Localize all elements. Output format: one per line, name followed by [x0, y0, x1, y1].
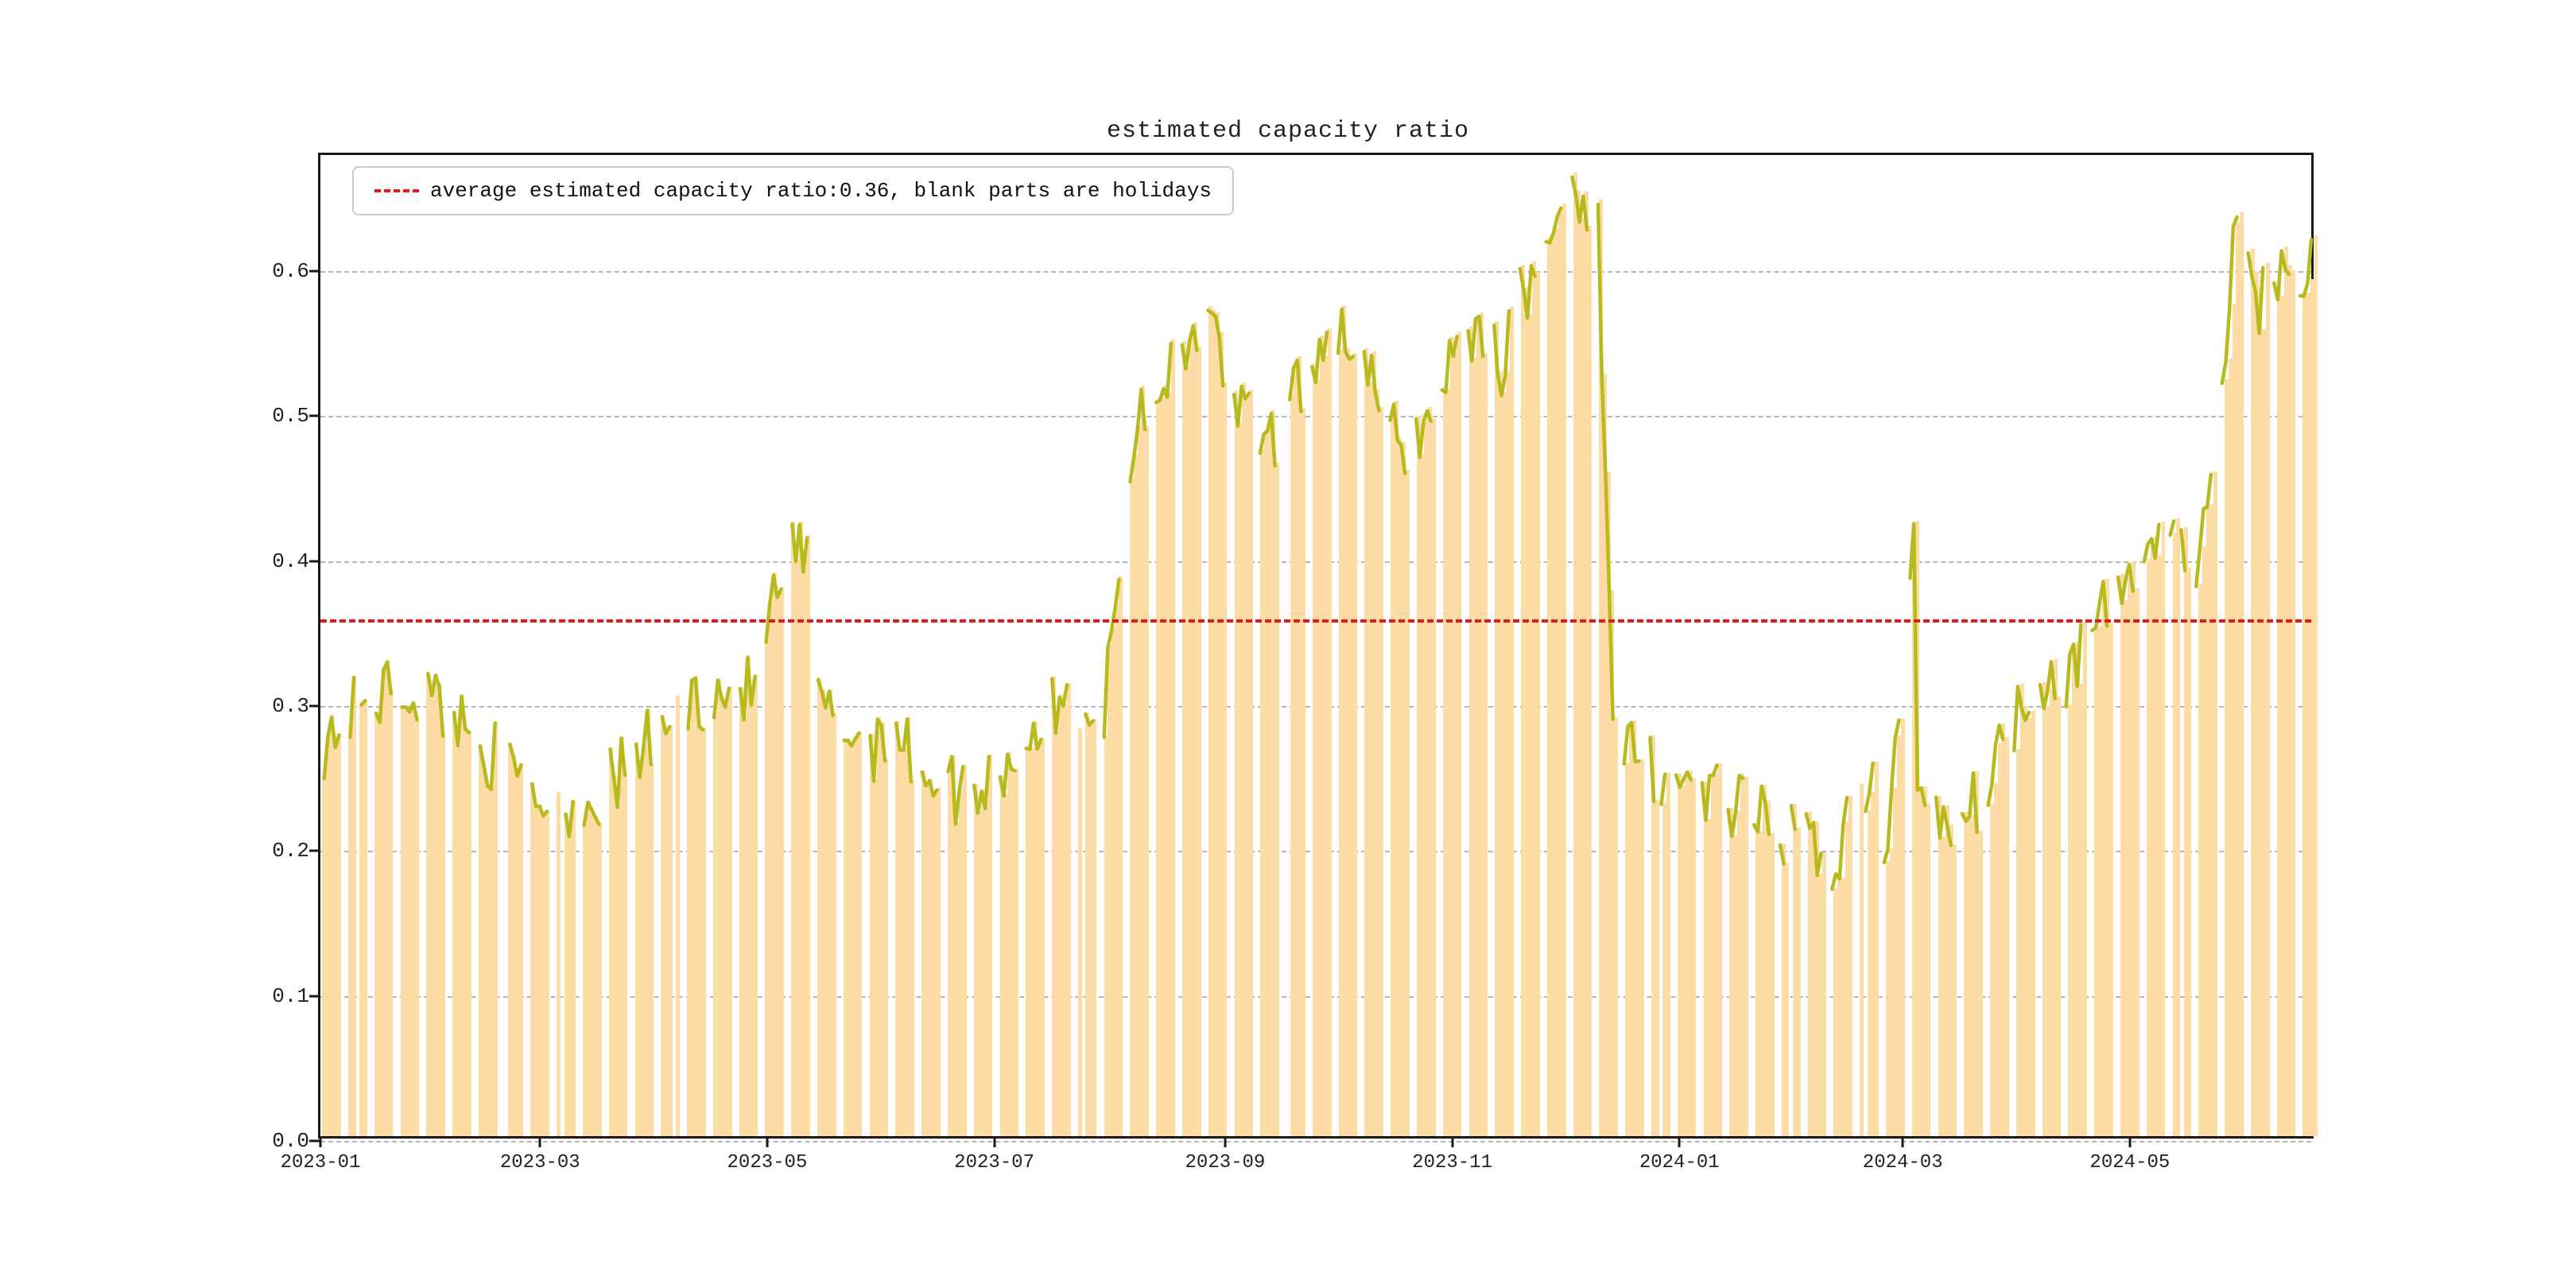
x-tick-mark	[993, 1136, 995, 1147]
x-tick-mark	[1678, 1136, 1681, 1147]
y-tick-mark	[309, 850, 320, 852]
x-tick-mark	[539, 1136, 541, 1147]
y-tick-mark	[309, 995, 320, 997]
x-tick-label: 2023-09	[1185, 1152, 1266, 1174]
capacity-ratio-line	[320, 155, 2311, 1136]
capacity-bar	[2314, 235, 2318, 1136]
y-tick-mark	[309, 415, 320, 417]
y-tick-label: 0.4	[272, 549, 309, 573]
x-tick-label: 2023-03	[500, 1152, 580, 1174]
x-tick-label: 2023-05	[727, 1152, 808, 1174]
x-tick-label: 2023-11	[1412, 1152, 1492, 1174]
y-tick-label: 0.6	[272, 259, 309, 283]
x-tick-mark	[1451, 1136, 1453, 1147]
chart-container: estimated capacity ratio average estimat…	[0, 0, 2576, 1288]
y-tick-label: 0.5	[272, 404, 309, 428]
x-tick-label: 2023-01	[281, 1152, 361, 1174]
plot-area: average estimated capacity ratio:0.36, b…	[318, 153, 2314, 1139]
x-tick-label: 2024-01	[1639, 1152, 1720, 1174]
y-tick-label: 0.1	[272, 984, 309, 1008]
x-tick-mark	[1224, 1136, 1226, 1147]
y-tick-mark	[309, 560, 320, 562]
x-tick-mark	[320, 1136, 322, 1147]
x-tick-mark	[766, 1136, 768, 1147]
y-gridline	[320, 1141, 2311, 1143]
chart-title: estimated capacity ratio	[0, 118, 2576, 145]
x-tick-mark	[1902, 1136, 1904, 1147]
x-tick-label: 2024-05	[2089, 1152, 2170, 1174]
y-tick-mark	[309, 270, 320, 272]
y-tick-label: 0.3	[272, 694, 309, 718]
x-tick-mark	[2128, 1136, 2131, 1147]
y-tick-label: 0.0	[272, 1129, 309, 1153]
y-tick-mark	[309, 704, 320, 707]
y-tick-label: 0.2	[272, 839, 309, 863]
x-tick-label: 2024-03	[1863, 1152, 1943, 1174]
average-reference-line	[320, 619, 2311, 623]
x-tick-label: 2023-07	[954, 1152, 1034, 1174]
